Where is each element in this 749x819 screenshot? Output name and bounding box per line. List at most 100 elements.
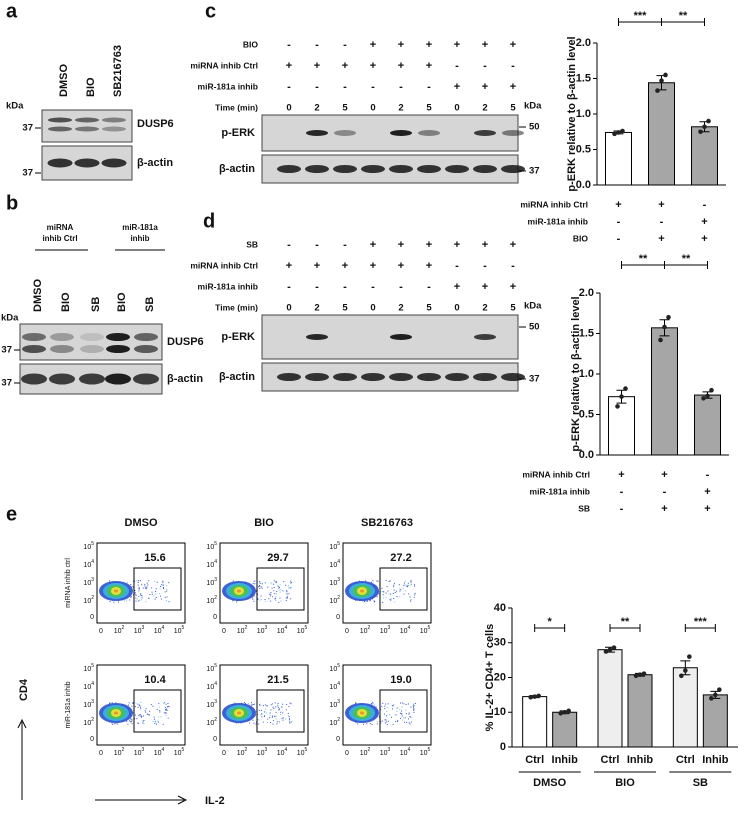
flow-dot — [135, 597, 137, 599]
condition-mark: - — [660, 216, 664, 228]
flow-tick-label: 104 — [206, 559, 217, 569]
flow-dot — [144, 585, 146, 587]
flow-dot — [115, 702, 117, 704]
flow-dot — [166, 709, 168, 711]
flow-dot — [151, 587, 153, 589]
condition-mark: - — [315, 39, 319, 51]
band — [22, 333, 46, 341]
tick-base: 10 — [206, 702, 214, 709]
band — [79, 373, 105, 385]
flow-dot — [146, 582, 148, 584]
flow-tick-label: 105 — [420, 747, 431, 757]
flow-dot — [137, 584, 139, 586]
flow-dot — [250, 702, 252, 704]
tick-base: 10 — [154, 628, 162, 635]
flow-dot — [276, 590, 278, 592]
flow-tick-label: 0 — [213, 614, 217, 621]
flow-dot — [132, 586, 134, 588]
gate-value: 19.0 — [390, 674, 411, 686]
flow-dot — [382, 597, 384, 599]
flow-dot — [126, 721, 128, 723]
flow-dot — [249, 722, 251, 724]
flow-dot — [139, 580, 141, 582]
flow-dot — [286, 593, 288, 595]
flow-tick-label: 102 — [360, 747, 371, 757]
band — [75, 117, 99, 123]
flow-dot — [410, 580, 412, 582]
condition-mark: - — [287, 39, 291, 51]
flow-dot — [240, 722, 242, 724]
flow-dot — [288, 716, 290, 718]
y-tick-label: 1.0 — [576, 108, 591, 120]
flow-gate — [133, 689, 182, 733]
tick-base: 10 — [83, 562, 91, 569]
flow-dot — [115, 723, 117, 725]
flow-dot — [407, 582, 409, 584]
data-point — [611, 645, 617, 650]
data-point — [717, 687, 722, 692]
flow-dot — [376, 721, 378, 723]
lane-label: DMSO — [58, 64, 70, 97]
flow-density — [360, 589, 364, 593]
flow-dot — [376, 596, 378, 598]
tick-exp: 4 — [408, 625, 411, 631]
condition-label: BIO — [573, 233, 589, 243]
flow-dot — [137, 703, 139, 705]
flow-dot — [373, 601, 375, 603]
condition-mark: - — [315, 81, 319, 93]
data-point — [713, 692, 718, 698]
bar — [691, 126, 718, 186]
group-label: miRNA — [47, 223, 74, 232]
band — [361, 165, 385, 173]
row-label: BIO — [243, 39, 259, 49]
flow-dot — [257, 719, 259, 721]
flow-dot — [388, 580, 390, 582]
flow-dot — [261, 713, 263, 715]
band — [306, 130, 328, 136]
flow-dot — [285, 599, 287, 601]
band — [501, 165, 525, 173]
flow-dot — [287, 585, 289, 587]
flow-dot — [281, 706, 283, 708]
flow-dot — [160, 598, 162, 600]
tick-base: 10 — [206, 720, 214, 727]
tick-exp: 3 — [388, 747, 391, 753]
flow-dot — [253, 581, 255, 583]
tick-exp: 4 — [214, 559, 217, 565]
flow-dot — [142, 720, 144, 722]
flow-dot — [165, 600, 167, 602]
band — [389, 373, 413, 381]
flow-dot — [164, 596, 166, 598]
flow-tick-label: 103 — [380, 625, 391, 635]
flow-dot — [162, 581, 164, 583]
data-point — [603, 649, 609, 654]
flow-dot — [275, 581, 277, 583]
flow-dot — [267, 721, 269, 723]
flow-dot — [276, 593, 278, 595]
flow-dot — [414, 703, 416, 705]
flow-density — [114, 711, 118, 715]
condition-mark: + — [618, 469, 624, 481]
data-point — [683, 668, 688, 673]
flow-tick-label: 105 — [297, 747, 308, 757]
flow-dot — [274, 593, 276, 595]
flow-dot — [410, 600, 412, 602]
flow-tick-label: 105 — [174, 747, 185, 757]
flow-dot — [393, 704, 395, 706]
tick-exp: 3 — [388, 625, 391, 631]
y-tick-label: 2.0 — [576, 37, 591, 49]
tick-exp: 3 — [142, 747, 145, 753]
gate-value: 27.2 — [390, 552, 411, 564]
significance: ** — [682, 253, 691, 265]
tick-base: 10 — [297, 628, 305, 635]
kda-label: kDa — [6, 101, 24, 112]
significance-bracket — [664, 261, 708, 269]
flow-dot — [137, 722, 139, 724]
flow-dot — [410, 599, 412, 601]
flow-dot — [265, 708, 267, 710]
flow-dot — [274, 598, 276, 600]
flow-tick-label: 102 — [237, 625, 248, 635]
flow-dot — [280, 713, 282, 715]
flow-tick-label: 103 — [257, 625, 268, 635]
flow-tick-label: 103 — [329, 577, 340, 587]
